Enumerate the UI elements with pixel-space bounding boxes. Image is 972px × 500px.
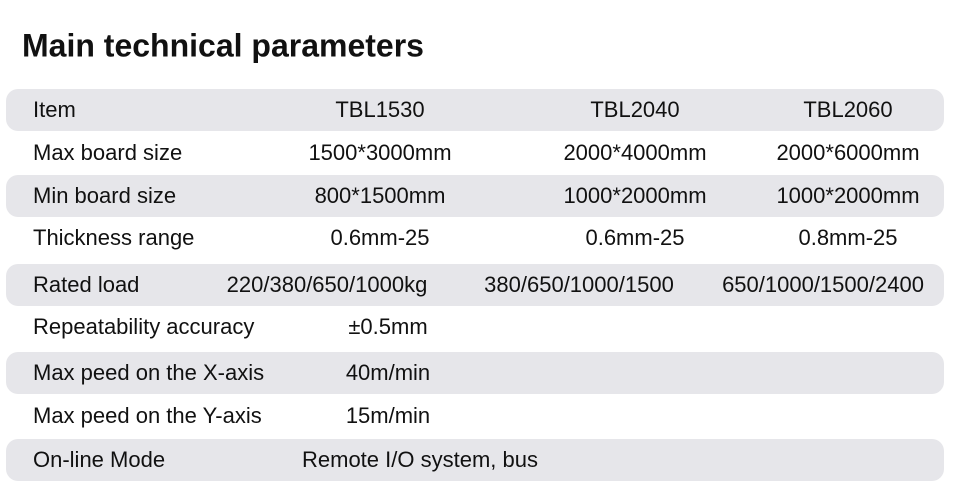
row-band [6, 352, 944, 394]
cell: 650/1000/1500/2400 [722, 272, 924, 297]
row-label: Min board size [33, 183, 176, 208]
row-label: On-line Mode [33, 447, 165, 472]
row-label: Max peed on the Y-axis [33, 403, 262, 428]
cell: 2000*6000mm [776, 140, 919, 165]
cell: TBL2060 [803, 97, 892, 122]
cell: TBL1530 [335, 97, 424, 122]
cell: 380/650/1000/1500 [484, 272, 674, 297]
row-label: Max board size [33, 140, 182, 165]
row-label: Rated load [33, 272, 139, 297]
cell: 0.6mm-25 [330, 225, 429, 250]
row-label: Max peed on the X-axis [33, 360, 264, 385]
cell: 1000*2000mm [563, 183, 706, 208]
cell: 15m/min [346, 403, 430, 428]
cell: Remote I/O system, bus [302, 447, 538, 472]
cell: 0.8mm-25 [798, 225, 897, 250]
row-band [6, 264, 944, 306]
row-band [6, 89, 944, 131]
cell: 800*1500mm [315, 183, 446, 208]
row-band [6, 175, 944, 217]
row-label: Item [33, 97, 76, 122]
cell: ±0.5mm [348, 314, 427, 339]
row-label: Thickness range [33, 225, 194, 250]
row-band [6, 439, 944, 481]
cell: 220/380/650/1000kg [227, 272, 428, 297]
cell: 0.6mm-25 [585, 225, 684, 250]
page-title: Main technical parameters [22, 27, 424, 63]
cell: 2000*4000mm [563, 140, 706, 165]
cell: 40m/min [346, 360, 430, 385]
cell: 1500*3000mm [308, 140, 451, 165]
cell: 1000*2000mm [776, 183, 919, 208]
row-label: Repeatability accuracy [33, 314, 254, 339]
cell: TBL2040 [590, 97, 679, 122]
